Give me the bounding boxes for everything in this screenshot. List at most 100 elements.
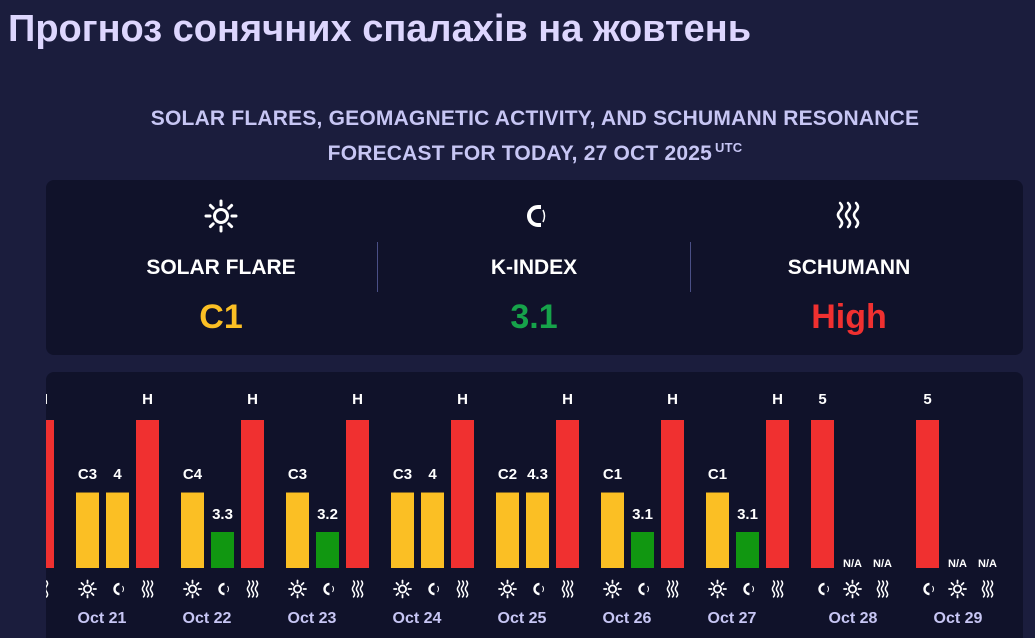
k-index-value: 3.1: [510, 298, 558, 336]
subtitle-line-1: SOLAR FLARES, GEOMAGNETIC ACTIVITY, AND …: [150, 107, 920, 130]
date-label: Oct 24: [393, 610, 442, 627]
magnet-icon: [428, 582, 439, 596]
date-label: Oct 29: [934, 610, 983, 627]
solar-flare-label: SOLAR FLARE: [146, 256, 296, 279]
subtitle-line-2: FORECAST FOR TODAY, 27 OCT 2025 UTC: [40, 133, 1030, 168]
magnet-icon: [323, 582, 334, 596]
waves-icon: [691, 198, 1007, 234]
k-index-bar-label: 3.1: [632, 506, 653, 523]
k-index-label: K-INDEX: [490, 256, 578, 279]
k-index-bar-label: 5: [818, 391, 826, 408]
k-index-bar-label: 4: [113, 466, 122, 483]
date-label: Oct 22: [183, 610, 232, 627]
k-index-bar-label: 3.3: [212, 506, 233, 523]
solar-flare-bar-label: C2: [498, 466, 517, 483]
summary-divider: [377, 242, 378, 292]
date-label: Oct 23: [288, 610, 337, 627]
sun-icon: [843, 579, 862, 599]
waves-icon: [771, 580, 784, 598]
solar-flare-bar: [706, 492, 729, 568]
sun-icon: [603, 579, 622, 599]
date-label: Oct 21: [78, 610, 127, 627]
schumann-bar: [136, 420, 159, 568]
waves-icon: [561, 580, 574, 598]
schumann-bar: [46, 420, 54, 568]
waves-icon: [351, 580, 364, 598]
k-index-bar: [106, 492, 129, 568]
summary-solar-flare: SOLAR FLARE C1: [66, 180, 376, 355]
k-index-bar: [916, 420, 939, 568]
solar-flare-bar-label: C1: [708, 466, 727, 483]
schumann-bar: [661, 420, 684, 568]
solar-flare-bar-label: C1: [603, 466, 622, 483]
schumann-bar: [241, 420, 264, 568]
solar-flare-bar: [601, 492, 624, 568]
sun-icon: [393, 579, 412, 599]
subtitle-date: FORECAST FOR TODAY, 27 OCT 2025: [327, 142, 712, 165]
summary-schumann: SCHUMANN High: [691, 180, 1007, 355]
schumann-bar: [451, 420, 474, 568]
k-index-bar: [631, 532, 654, 568]
solar-flare-bar-label: C3: [393, 466, 412, 483]
schumann-bar-label: H: [142, 391, 153, 408]
forecast-chart-card: H C3 4 H Oct 21 C4 3.3 H Oct 22 C3 3.2 H Oct 23 C3 4 H O…: [46, 372, 1023, 638]
schumann-bar: [766, 420, 789, 568]
waves-icon: [666, 580, 679, 598]
magnet-icon: [113, 582, 124, 596]
date-label: Oct 26: [603, 610, 652, 627]
k-index-bar: [421, 492, 444, 568]
k-index-bar: [316, 532, 339, 568]
schumann-bar-label: H: [562, 391, 573, 408]
magnet-icon: [218, 582, 229, 596]
date-label: Oct 25: [498, 610, 547, 627]
waves-icon: [876, 580, 889, 598]
solar-flare-bar-label: C3: [288, 466, 307, 483]
magnet-icon: [378, 198, 690, 234]
schumann-bar-label: H: [667, 391, 678, 408]
schumann-bar-label: H: [457, 391, 468, 408]
summary-card: SOLAR FLARE C1 K-INDEX 3.1 SCHU: [46, 180, 1023, 355]
subtitle-utc: UTC: [714, 140, 743, 155]
forecast-chart: H C3 4 H Oct 21 C4 3.3 H Oct 22 C3 3.2 H Oct 23 C3 4 H O…: [46, 391, 997, 627]
na-label: N/A: [978, 558, 997, 570]
schumann-bar-label: H: [247, 391, 258, 408]
k-index-bar: [811, 420, 834, 568]
schumann-bar: [346, 420, 369, 568]
sun-icon: [183, 579, 202, 599]
waves-icon: [456, 580, 469, 598]
schumann-bar: [556, 420, 579, 568]
solar-flare-bar: [286, 492, 309, 568]
schumann-value: High: [811, 298, 887, 336]
summary-k-index: K-INDEX 3.1: [378, 180, 690, 355]
k-index-bar: [211, 532, 234, 568]
solar-flare-bar: [76, 492, 99, 568]
solar-flare-bar-label: C3: [78, 466, 97, 483]
schumann-bar-label: H: [46, 391, 48, 408]
date-label: Oct 28: [829, 610, 878, 627]
solar-flare-bar: [391, 492, 414, 568]
waves-icon: [981, 580, 994, 598]
summary-divider: [690, 242, 691, 292]
solar-flare-bar: [181, 492, 204, 568]
magnet-icon: [923, 582, 934, 596]
sun-icon: [288, 579, 307, 599]
magnet-icon: [743, 582, 754, 596]
schumann-label: SCHUMANN: [787, 256, 911, 279]
k-index-bar-label: 5: [923, 391, 931, 408]
k-index-bar: [526, 492, 549, 568]
date-label: Oct 27: [708, 610, 757, 627]
sun-icon: [78, 579, 97, 599]
sun-icon: [708, 579, 727, 599]
solar-flare-value: C1: [199, 298, 243, 336]
k-index-bar-label: 3.2: [317, 506, 338, 523]
k-index-bar: [736, 532, 759, 568]
na-label: N/A: [873, 558, 892, 570]
waves-icon: [46, 580, 49, 598]
magnet-icon: [533, 582, 544, 596]
waves-icon: [141, 580, 154, 598]
solar-flare-bar: [496, 492, 519, 568]
solar-flare-bar-label: C4: [183, 466, 203, 483]
k-index-bar-label: 4: [428, 466, 437, 483]
k-index-bar-label: 3.1: [737, 506, 758, 523]
page-subtitle: SOLAR FLARES, GEOMAGNETIC ACTIVITY, AND …: [40, 104, 1030, 168]
